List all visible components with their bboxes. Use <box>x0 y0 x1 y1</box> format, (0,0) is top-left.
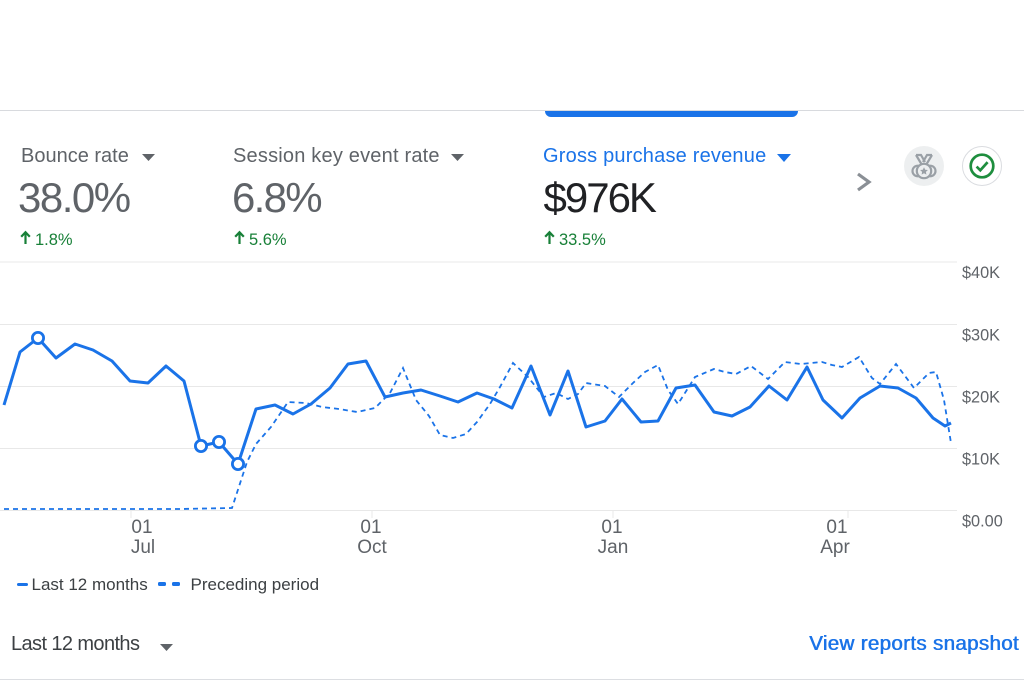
svg-text:$20K: $20K <box>962 389 1000 407</box>
svg-text:01: 01 <box>360 517 381 538</box>
svg-text:Oct: Oct <box>357 537 387 558</box>
svg-text:$30K: $30K <box>962 327 1000 345</box>
svg-text:Apr: Apr <box>820 537 850 558</box>
svg-text:Jan: Jan <box>598 537 629 558</box>
svg-text:$0.00: $0.00 <box>962 513 1003 531</box>
svg-text:01: 01 <box>826 517 847 538</box>
svg-text:$40K: $40K <box>962 264 1000 282</box>
svg-text:01: 01 <box>131 517 152 538</box>
svg-text:Jul: Jul <box>131 537 155 558</box>
svg-text:$10K: $10K <box>962 451 1000 469</box>
svg-text:01: 01 <box>601 517 622 538</box>
